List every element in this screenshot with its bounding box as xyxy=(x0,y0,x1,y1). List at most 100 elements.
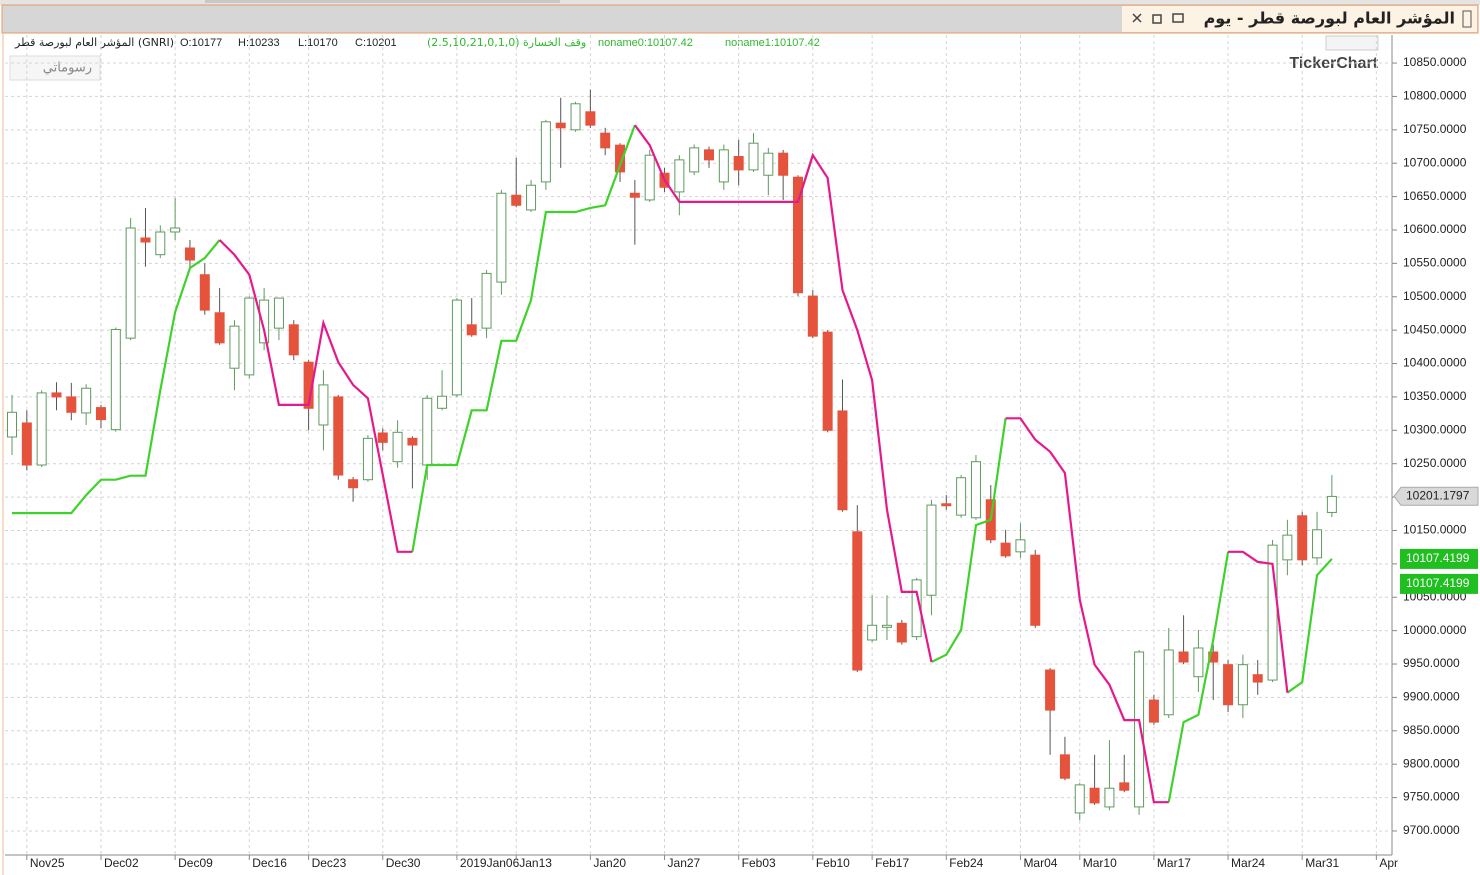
candle-body xyxy=(1148,699,1159,723)
x-tick-label: Dec02 xyxy=(104,856,139,870)
candle-body xyxy=(674,159,685,193)
candle-body xyxy=(7,411,17,438)
candle-body xyxy=(615,144,626,173)
stop-line xyxy=(218,124,1289,804)
y-tick-label: 10800.0000 xyxy=(1403,89,1467,103)
y-tick-label: 10450.0000 xyxy=(1403,322,1467,336)
x-tick-label: Feb17 xyxy=(875,856,909,870)
y-tick-label: 10300.0000 xyxy=(1403,422,1467,436)
candle-body xyxy=(852,531,863,671)
candle-body xyxy=(511,194,522,206)
x-tick-label: Jan20 xyxy=(593,856,626,870)
candle-body xyxy=(1282,534,1293,561)
y-tick-label: 9900.0000 xyxy=(1403,690,1460,704)
candle-body xyxy=(956,477,967,516)
indicator-value: noname1:10107.42 xyxy=(725,37,820,49)
x-tick-label: Dec09 xyxy=(178,856,213,870)
candle-body xyxy=(585,111,596,126)
x-tick-label: Dec30 xyxy=(386,856,421,870)
indicator-price-label: 10107.4199 xyxy=(1406,551,1470,565)
y-tick-label: 10000.0000 xyxy=(1403,623,1467,637)
ohlc-info: O:10177 xyxy=(180,37,222,49)
candle-body xyxy=(51,392,62,398)
y-tick-label: 10400.0000 xyxy=(1403,356,1467,370)
candle-body xyxy=(407,437,418,446)
candle-body xyxy=(184,247,195,261)
candle-body xyxy=(555,122,566,129)
window-title: المؤشر العام لبورصة قطر - يوم xyxy=(1204,9,1455,28)
candle-body xyxy=(1015,539,1026,553)
close-icon[interactable] xyxy=(1132,13,1142,23)
candle-body xyxy=(1045,669,1056,711)
candle-body xyxy=(1000,542,1011,557)
y-tick-label: 10550.0000 xyxy=(1403,256,1467,270)
candle-body xyxy=(1193,647,1204,678)
y-tick-label: 9800.0000 xyxy=(1403,756,1460,770)
panel-buttons[interactable] xyxy=(1325,35,1379,51)
candle-body xyxy=(1089,787,1100,804)
restore-icon[interactable] xyxy=(1152,14,1162,24)
candle-body xyxy=(437,395,448,409)
y-tick-label: 9950.0000 xyxy=(1403,656,1460,670)
candle-body xyxy=(822,331,833,431)
pin-icon[interactable] xyxy=(1172,13,1184,23)
candle-body xyxy=(1104,787,1115,808)
x-tick-label: Feb24 xyxy=(949,856,983,870)
candle-body xyxy=(81,387,92,414)
indicator-price-box xyxy=(1400,548,1478,569)
logo: TickerChart xyxy=(1289,55,1378,72)
candle-body xyxy=(229,325,240,369)
x-tick-label: Apr xyxy=(1379,856,1398,870)
candle-body xyxy=(1237,664,1248,706)
candle-body xyxy=(1030,554,1041,626)
y-tick-label: 10350.0000 xyxy=(1403,389,1467,403)
candle-body xyxy=(837,410,848,511)
y-tick-label: 10700.0000 xyxy=(1403,155,1467,169)
window-controls[interactable] xyxy=(1132,13,1184,24)
candle-body xyxy=(689,147,700,173)
candle-body xyxy=(526,184,537,211)
candle-body xyxy=(377,432,388,443)
candle-body xyxy=(1326,495,1337,513)
y-tick-label: 10650.0000 xyxy=(1403,189,1467,203)
candle-body xyxy=(392,431,403,463)
candle-body xyxy=(273,297,284,329)
drawings-button[interactable] xyxy=(9,55,101,81)
candle-body xyxy=(36,392,47,466)
candle-body xyxy=(288,324,299,356)
candle-body xyxy=(792,176,803,294)
candle-body xyxy=(941,503,952,507)
indicator-value: noname0:10107.42 xyxy=(598,37,693,49)
candle-body xyxy=(140,237,151,243)
candle-body xyxy=(481,272,492,329)
ohlc-info: C:10201 xyxy=(355,37,397,49)
candle-body xyxy=(1252,674,1263,683)
candle-body xyxy=(125,227,136,339)
indicator-price-box xyxy=(1400,573,1478,594)
x-tick-label: Mar31 xyxy=(1305,856,1339,870)
candle-body xyxy=(1074,784,1085,814)
candle-body xyxy=(881,624,892,628)
x-tick-label: Dec23 xyxy=(312,856,347,870)
candle-body xyxy=(600,132,611,149)
y-tick-label: 10150.0000 xyxy=(1403,523,1467,537)
candle-body xyxy=(926,504,937,596)
candle-body xyxy=(348,479,359,489)
last-price-label: 10201.1797 xyxy=(1406,488,1470,502)
y-tick-label: 9850.0000 xyxy=(1403,723,1460,737)
candle-body xyxy=(155,231,166,256)
y-tick-label: 10500.0000 xyxy=(1403,289,1467,303)
x-tick-label: Mar04 xyxy=(1023,856,1057,870)
ohlc-info: L:10170 xyxy=(298,37,338,49)
candle-body xyxy=(896,622,907,643)
candle-body xyxy=(704,149,715,161)
candle-body xyxy=(1297,515,1308,561)
candle-body xyxy=(629,192,640,198)
candle-body xyxy=(1178,651,1189,663)
candle-body xyxy=(1223,664,1234,706)
y-tick-label: 10750.0000 xyxy=(1403,122,1467,136)
candle-body xyxy=(1134,651,1145,808)
candle-body xyxy=(451,299,462,396)
drawings-button-label[interactable]: رسوماتي xyxy=(43,61,92,76)
